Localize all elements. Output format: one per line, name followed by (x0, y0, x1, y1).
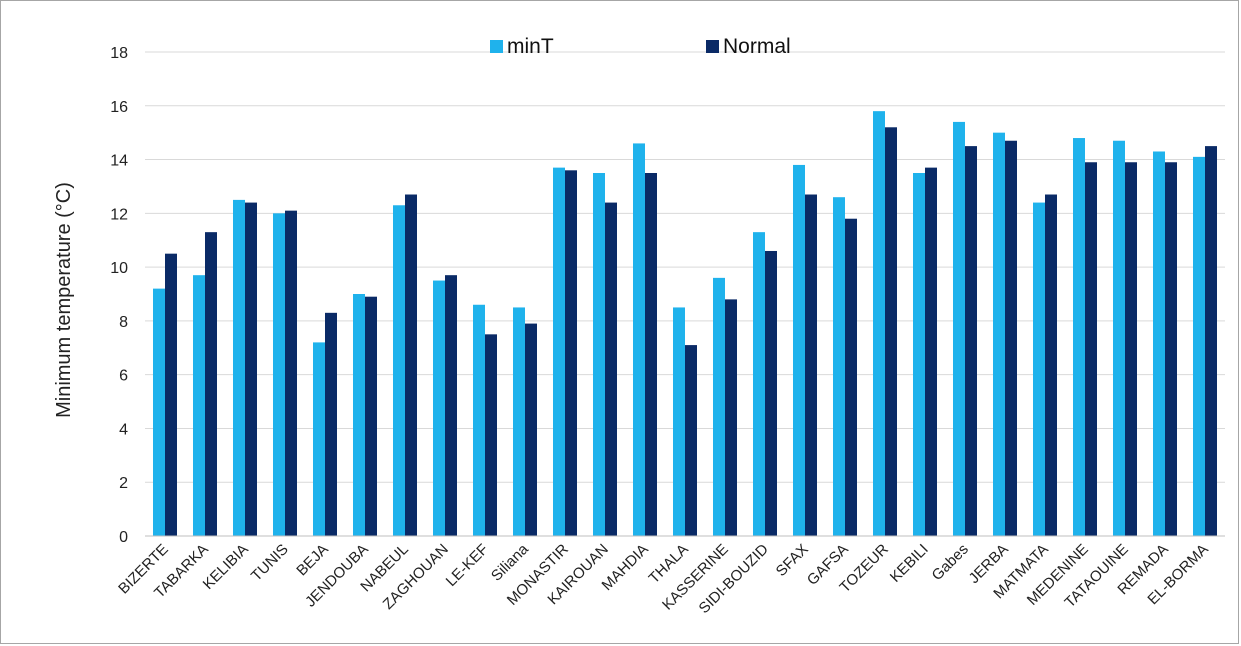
bar-mint-remada (1153, 151, 1165, 536)
bar-mint-gafsa (833, 197, 845, 536)
bar-normal-le-kef (485, 334, 497, 536)
bar-mint-sfax (793, 164, 805, 536)
bar-normal-beja (325, 312, 337, 536)
y-tick-label: 0 (119, 529, 128, 546)
y-tick-label: 18 (110, 45, 128, 62)
bars (153, 111, 1217, 537)
bar-normal-tabarka (205, 232, 217, 536)
bar-normal-thala (685, 345, 697, 536)
bar-normal-gafsa (845, 218, 857, 536)
bar-mint-mahdia (633, 143, 645, 536)
bar-mint-kasserine (713, 277, 725, 536)
bar-normal-medenine (1085, 162, 1097, 536)
legend-label-mint: minT (507, 35, 554, 58)
bar-mint-bizerte (153, 288, 165, 536)
bar-normal-kairouan (605, 202, 617, 537)
bar-normal-mahdia (645, 173, 657, 536)
bar-mint-gabes (953, 121, 965, 537)
bar-mint-monastir (553, 167, 565, 536)
y-axis-ticks: 0 2 4 6 8 10 12 14 16 18 (110, 45, 128, 546)
bar-normal-matmata (1045, 194, 1057, 536)
legend: minT Normal (490, 35, 791, 58)
bar-mint-matmata (1033, 202, 1045, 537)
bar-mint-medenine (1073, 138, 1085, 537)
bar-mint-jerba (993, 132, 1005, 536)
y-tick-label: 2 (119, 475, 128, 492)
bar-mint-thala (673, 307, 685, 536)
bar-normal-tozeur (885, 127, 897, 537)
bar-normal-tataouine (1125, 162, 1137, 536)
y-tick-label: 12 (110, 206, 128, 223)
legend-swatch-normal (706, 40, 719, 53)
bar-mint-tataouine (1113, 140, 1125, 536)
x-tick-label: KEBILI (887, 541, 932, 586)
bar-normal-jendouba (365, 296, 377, 536)
bar-normal-kebili (925, 167, 937, 536)
bar-normal-gabes (965, 146, 977, 536)
bar-mint-kelibia (233, 199, 245, 536)
x-tick-label: LE-KEF (443, 541, 492, 590)
bar-normal-monastir (565, 170, 577, 537)
bar-normal-jerba (1005, 140, 1017, 536)
bar-mint-nabeul (393, 205, 405, 536)
y-tick-label: 4 (119, 421, 128, 438)
bar-normal-kelibia (245, 202, 257, 537)
bar-mint-siliana (513, 307, 525, 536)
y-tick-label: 6 (119, 368, 128, 385)
y-axis-label: Minimum temperature (°C) (53, 182, 75, 418)
legend-swatch-mint (490, 40, 503, 53)
bar-normal-bizerte (165, 253, 177, 536)
x-tick-label: SIDI-BOUZID (696, 541, 772, 617)
y-tick-label: 16 (110, 99, 128, 116)
bar-mint-tabarka (193, 275, 205, 536)
bar-mint-kebili (913, 173, 925, 536)
bar-mint-jendouba (353, 294, 365, 536)
bar-normal-el-borma (1205, 146, 1217, 536)
bar-normal-tunis (285, 210, 297, 536)
bar-normal-sfax (805, 194, 817, 536)
bar-mint-le-kef (473, 304, 485, 536)
bar-mint-tozeur (873, 111, 885, 537)
bar-mint-tunis (273, 213, 285, 537)
bar-mint-beja (313, 342, 325, 536)
legend-label-normal: Normal (723, 35, 791, 58)
bar-normal-zaghouan (445, 275, 457, 536)
bar-normal-kasserine (725, 299, 737, 536)
x-tick-label: Gabes (929, 541, 972, 584)
bar-normal-siliana (525, 323, 537, 536)
y-tick-label: 8 (119, 314, 128, 331)
bar-mint-sidi-bouzid (753, 232, 765, 536)
bar-normal-nabeul (405, 194, 417, 536)
bar-mint-kairouan (593, 173, 605, 536)
bar-mint-el-borma (1193, 156, 1205, 536)
bar-normal-sidi-bouzid (765, 250, 777, 536)
bar-normal-remada (1165, 162, 1177, 536)
bar-mint-zaghouan (433, 280, 445, 536)
x-tick-label: TUNIS (248, 541, 292, 585)
y-tick-label: 10 (110, 260, 128, 277)
y-tick-label: 14 (110, 153, 128, 170)
